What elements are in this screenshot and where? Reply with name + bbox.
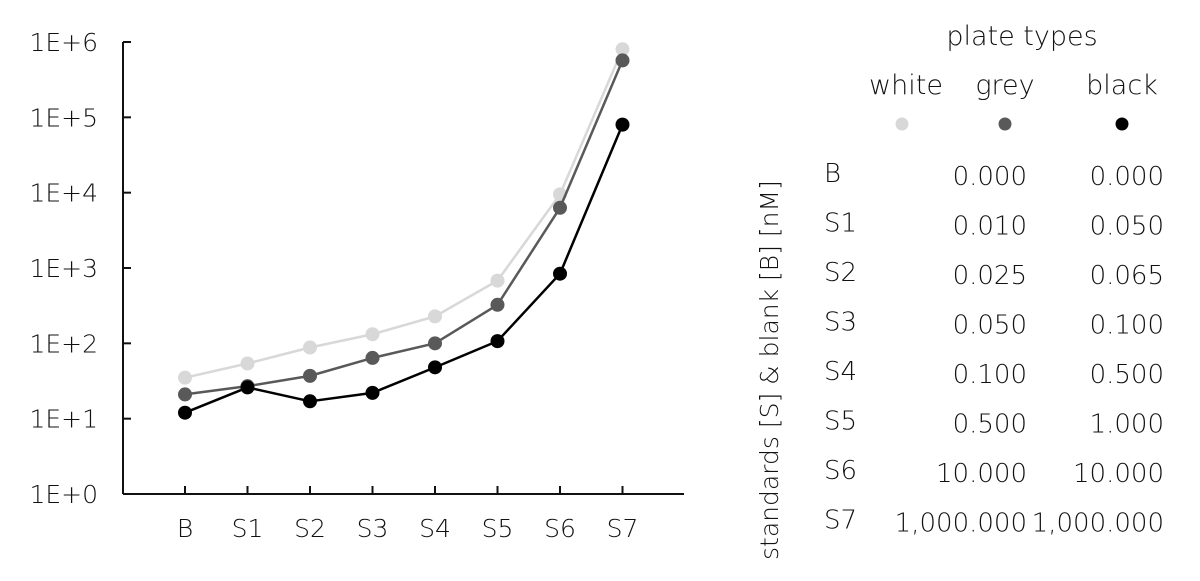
y-tick-label: 1E+3 <box>29 254 98 283</box>
black-value-cell: 0.050 <box>1090 212 1164 242</box>
legend-marker-black <box>1115 117 1129 131</box>
row-label: S1 <box>824 209 857 239</box>
x-tick-label: S6 <box>544 514 576 543</box>
x-tick-label: S3 <box>357 514 389 543</box>
data-point-black-S6 <box>553 266 567 281</box>
black-value-cell: 0.065 <box>1090 261 1164 291</box>
grey-value-cell: 10.000 <box>936 459 1027 489</box>
data-point-white-B <box>178 370 192 385</box>
series-line-black <box>184 124 624 414</box>
legend-label-white: white <box>869 70 943 101</box>
data-point-black-S2 <box>303 394 317 409</box>
row-label: S7 <box>824 506 857 536</box>
data-point-grey-S6 <box>553 200 567 215</box>
x-tick-label: S7 <box>607 514 639 543</box>
row-label: S3 <box>824 308 857 338</box>
grey-value-cell: 0.500 <box>953 410 1027 440</box>
data-point-black-S7 <box>615 117 630 132</box>
legend-marker-white <box>895 117 909 131</box>
y-tick-label: 1E+6 <box>29 28 98 57</box>
data-point-grey-B <box>178 387 192 402</box>
data-point-black-S4 <box>428 360 442 375</box>
row-label: S5 <box>824 407 857 437</box>
axes-layer: 1E+0 1E+1 1E+2 1E+3 1E+4 1E+5 1E+6 B S1 S2 S3 S4 S5 S… <box>29 28 684 543</box>
x-tick-label: S1 <box>232 514 264 543</box>
x-tick-label: B <box>177 514 193 543</box>
data-point-grey-S3 <box>365 350 380 365</box>
data-point-grey-S2 <box>303 368 317 383</box>
black-value-cell: 0.100 <box>1090 311 1164 341</box>
grey-value-cell: 0.050 <box>953 311 1027 341</box>
data-point-black-B <box>178 405 192 420</box>
data-point-white-S3 <box>365 327 380 342</box>
series-layer <box>178 42 630 420</box>
data-point-grey-S4 <box>428 336 442 351</box>
black-value-cell: 0.500 <box>1090 360 1164 390</box>
x-tick-label: S2 <box>294 514 326 543</box>
grey-value-cell: 0.000 <box>953 162 1027 192</box>
legend-label-black: black <box>1086 70 1158 101</box>
y-tick-label: 1E+5 <box>29 103 98 132</box>
series-line-white <box>184 48 624 379</box>
series-line-grey <box>184 59 624 396</box>
vertical-axis-label: standards [S] & blank [B] [nM] <box>755 180 784 560</box>
y-tick-label: 1E+2 <box>29 329 98 358</box>
legend-label-grey: grey <box>975 70 1034 101</box>
data-point-black-S1 <box>240 380 255 395</box>
data-point-black-S3 <box>365 385 380 400</box>
data-point-white-S7 <box>615 42 630 57</box>
x-tick-label: S4 <box>419 514 451 543</box>
y-tick-label: 1E+0 <box>29 480 98 509</box>
grey-value-cell: 1,000.000 <box>895 509 1027 539</box>
row-label: S2 <box>824 258 857 288</box>
row-label: S4 <box>824 357 857 387</box>
black-value-cell: 0.000 <box>1090 162 1164 192</box>
data-point-grey-S7 <box>615 53 630 68</box>
y-tick-label: 1E+1 <box>29 405 98 434</box>
row-label: S6 <box>824 456 857 486</box>
data-point-grey-S5 <box>490 297 505 312</box>
black-value-cell: 1,000.000 <box>1032 509 1164 539</box>
side-table: standards [S] & blank [B] [nM] B 0.000 0.00… <box>755 159 1164 560</box>
y-tick-label: 1E+4 <box>29 179 98 208</box>
grey-value-cell: 0.025 <box>953 261 1027 291</box>
row-label: B <box>824 159 841 189</box>
grey-value-cell: 0.010 <box>953 212 1027 242</box>
data-point-black-S5 <box>490 334 505 349</box>
data-point-white-S5 <box>490 273 505 288</box>
black-value-cell: 10.000 <box>1073 459 1164 489</box>
data-point-white-S2 <box>303 340 317 355</box>
legend-marker-grey <box>998 117 1012 131</box>
black-value-cell: 1.000 <box>1090 410 1164 440</box>
data-point-white-S1 <box>240 356 255 371</box>
x-tick-label: S5 <box>482 514 514 543</box>
data-point-white-S4 <box>428 309 442 324</box>
legend-title: plate types <box>946 21 1097 52</box>
grey-value-cell: 0.100 <box>953 360 1027 390</box>
